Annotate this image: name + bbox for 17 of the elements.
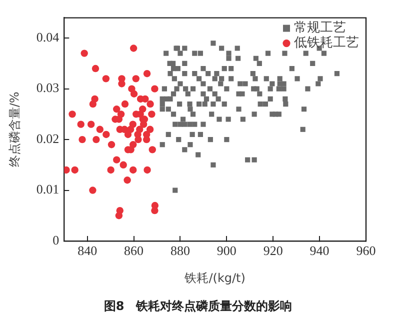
x-tick-label: 840 xyxy=(78,243,98,258)
legend-label: 低铁耗工艺 xyxy=(294,36,359,51)
caption: 图8 铁耗对终点磷质量分数的影响 xyxy=(102,298,294,315)
x-tick-label: 860 xyxy=(124,243,144,258)
legend-label: 常规工艺 xyxy=(294,20,346,36)
x-tick-label: 880 xyxy=(170,243,190,258)
x-tick-label: 920 xyxy=(263,243,283,258)
x-tick-label: 940 xyxy=(310,243,330,258)
x-axis-title: 铁耗/(kg/t) xyxy=(184,270,246,285)
y-tick-label: 0.04 xyxy=(36,30,60,45)
y-tick-label: 0 xyxy=(52,232,60,248)
y-tick-label: 0.01 xyxy=(36,182,60,197)
x-tick-label: 900 xyxy=(216,243,236,258)
y-axis-title: 终点磷含量/% xyxy=(7,92,22,168)
y-tick-label: 0.03 xyxy=(36,80,60,96)
y-tick-label: 0.02 xyxy=(36,130,60,146)
x-tick-label: 960 xyxy=(356,243,376,258)
